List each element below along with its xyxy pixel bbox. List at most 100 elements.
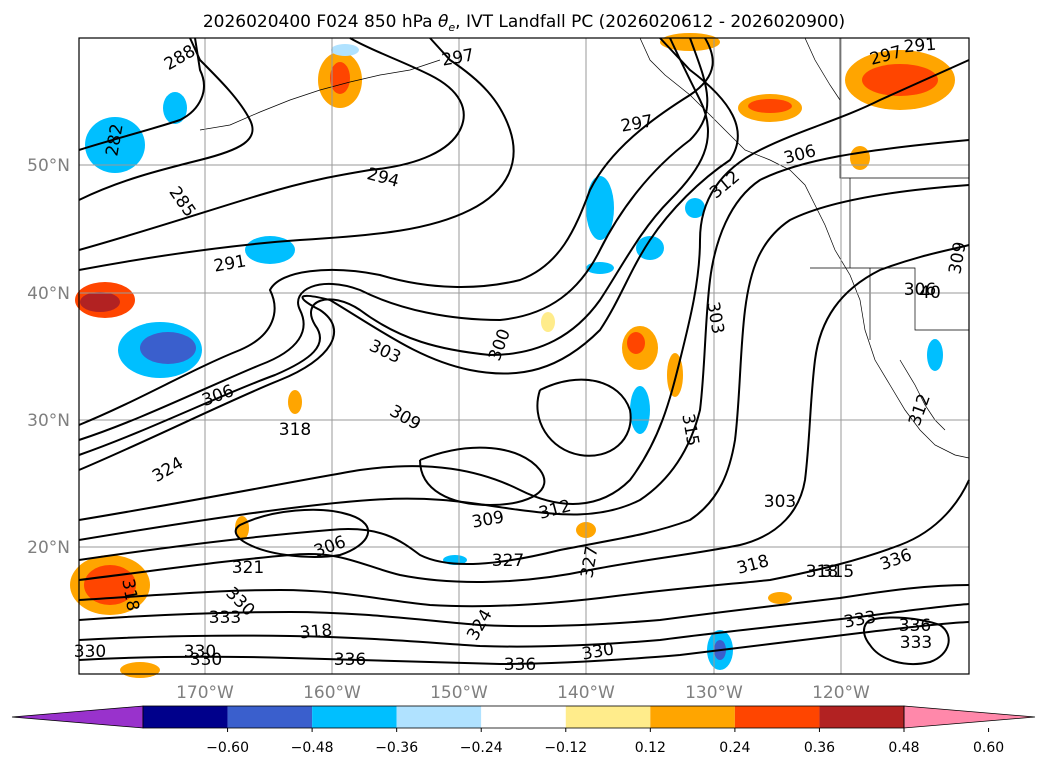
shade-blob xyxy=(630,386,650,434)
contour-line xyxy=(78,479,970,608)
longitude-tick-label: 140°W xyxy=(557,683,615,703)
contour-label: 291 xyxy=(903,35,937,58)
contour-line xyxy=(78,37,739,471)
shade-blob xyxy=(748,99,792,113)
shade-blob xyxy=(120,662,160,678)
contour-line xyxy=(78,244,970,583)
contour-line xyxy=(78,59,970,521)
contour-label: 336 xyxy=(334,650,366,670)
contour-label: 330 xyxy=(184,642,216,662)
contour-line xyxy=(863,616,950,666)
contour-label: 318 xyxy=(299,621,333,644)
longitude-tick-label: 160°W xyxy=(303,683,361,703)
contour-label: 318 xyxy=(806,562,838,582)
contour-line xyxy=(78,184,970,566)
colorbar: −0.60 −0.48 −0.36 −0.24 −0.12 0.12 0.24 0.36 0.4… xyxy=(11,705,1036,756)
coastline-segment xyxy=(639,37,970,459)
shade-blob xyxy=(85,117,145,173)
map-frame xyxy=(78,37,970,675)
latitude-tick-label: 50°N xyxy=(27,156,70,176)
shade-blob xyxy=(80,292,120,312)
contour-line xyxy=(78,37,714,426)
colorbar-tick-label: 0.12 xyxy=(635,740,666,756)
contour-line xyxy=(78,37,205,151)
shade-blob xyxy=(627,332,645,354)
colorbar-segment xyxy=(734,706,820,728)
contour-label: 336 xyxy=(899,616,931,636)
contour-label: 321 xyxy=(232,558,264,578)
contour-label: 333 xyxy=(209,608,241,628)
colorbar-segment xyxy=(565,706,651,728)
colorbar-extend-max xyxy=(903,705,1036,729)
colorbar-tick-label: −0.24 xyxy=(460,740,503,756)
gridlines xyxy=(79,38,969,674)
colorbar-tick-label: 0.60 xyxy=(973,740,1004,756)
shade-blob xyxy=(586,262,614,274)
contour-line xyxy=(78,37,465,251)
latitude-ticks: 50°N 40°N 30°N 20°N xyxy=(27,156,70,558)
longitude-ticks: 170°W 160°W 150°W 140°W 130°W 120°W xyxy=(176,683,870,703)
contour-label: 315 xyxy=(822,562,854,582)
contour-label: 336 xyxy=(504,655,536,675)
contour-label: 40 xyxy=(919,283,941,303)
contour-line xyxy=(78,37,515,271)
contour-line xyxy=(78,621,970,666)
shade-blob xyxy=(768,592,792,604)
colorbar-extend-min xyxy=(11,705,144,729)
colorbar-tick-label: −0.36 xyxy=(375,740,418,756)
contour-label: 318 xyxy=(279,420,311,440)
shade-blob xyxy=(288,390,302,414)
coastline-segment xyxy=(899,359,946,431)
shade-blob xyxy=(636,236,664,260)
shade-blob xyxy=(331,44,359,56)
longitude-tick-label: 170°W xyxy=(176,683,234,703)
longitude-tick-label: 150°W xyxy=(430,683,488,703)
colorbar-segment xyxy=(396,706,482,728)
colorbar-segment xyxy=(227,706,313,728)
contour-line xyxy=(234,508,370,558)
colorbar-segment xyxy=(650,706,735,728)
contour-line xyxy=(78,37,254,201)
shade-blob xyxy=(850,146,870,170)
contour-line xyxy=(78,139,970,541)
shade-blob xyxy=(862,64,938,96)
colorbar-tick-label: −0.60 xyxy=(206,740,249,756)
latitude-tick-label: 30°N xyxy=(27,411,70,431)
coastline-segment xyxy=(839,38,969,179)
colorbar-tick-label: −0.12 xyxy=(544,740,587,756)
contour-line xyxy=(78,37,709,456)
shade-blob xyxy=(541,312,555,332)
shade-blob xyxy=(330,62,350,94)
coastline-segment xyxy=(804,37,841,101)
colorbar-tick-label: −0.48 xyxy=(291,740,334,756)
longitude-tick-label: 120°W xyxy=(812,683,870,703)
colorbar-tick-label: 0.36 xyxy=(804,740,835,756)
contour-line xyxy=(536,378,632,457)
colorbar-segment xyxy=(819,706,904,728)
colorbar-segment xyxy=(143,706,228,728)
colorbar-segment xyxy=(481,706,566,728)
contour-label: 330 xyxy=(190,650,222,670)
colorbar-tick-label: 0.24 xyxy=(719,740,750,756)
latitude-tick-label: 20°N xyxy=(27,538,70,558)
shade-blob xyxy=(140,332,196,364)
colorbar-tick-label: 0.48 xyxy=(888,740,919,756)
shade-blob xyxy=(927,339,943,371)
coastlines xyxy=(199,37,970,459)
contour-line xyxy=(419,446,546,507)
chart-title: 2026020400 F024 850 hPa θe, IVT Landfall… xyxy=(203,12,845,34)
contour-label: 306 xyxy=(904,280,936,300)
shade-blob xyxy=(685,198,705,218)
contour-label: 330 xyxy=(74,642,106,662)
colorbar-frame xyxy=(142,705,905,729)
colorbar-segment xyxy=(312,706,397,728)
shade-blob xyxy=(163,92,187,124)
contour-line xyxy=(78,603,970,648)
contour-line xyxy=(78,37,709,441)
longitude-tick-label: 130°W xyxy=(685,683,743,703)
contour-label: 303 xyxy=(764,492,796,512)
contour-label: 333 xyxy=(900,633,932,653)
